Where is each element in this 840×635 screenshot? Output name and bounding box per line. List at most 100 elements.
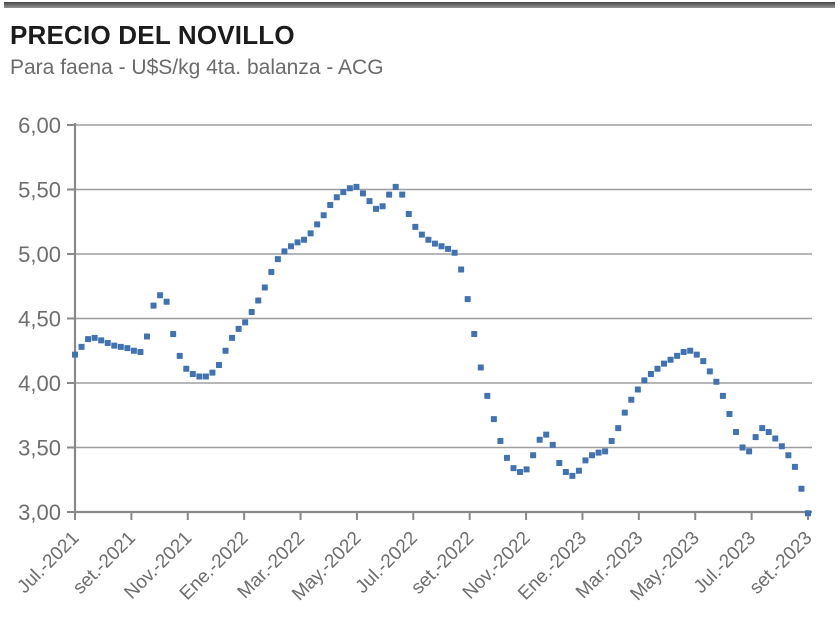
data-point-marker <box>157 292 164 299</box>
data-point-marker <box>582 457 589 464</box>
data-point-marker <box>680 349 687 356</box>
data-point-marker <box>124 345 131 352</box>
data-point-marker <box>621 409 628 416</box>
data-point-marker <box>130 347 137 354</box>
data-point-marker <box>294 239 301 246</box>
data-point-marker <box>189 370 196 377</box>
data-point-marker <box>137 349 144 356</box>
data-point-marker <box>445 245 452 252</box>
data-point-marker <box>726 410 733 417</box>
data-point-marker <box>431 240 438 247</box>
data-point-marker <box>346 185 353 192</box>
data-point-marker <box>569 472 576 479</box>
data-point-marker <box>353 183 360 190</box>
data-point-marker <box>654 365 661 372</box>
data-point-marker <box>91 334 98 341</box>
data-point-marker <box>248 309 255 316</box>
data-point-marker <box>510 465 517 472</box>
data-point-marker <box>268 269 275 276</box>
data-point-marker <box>163 298 170 305</box>
y-tick-label: 3,50 <box>18 436 61 461</box>
data-point-marker <box>196 373 203 380</box>
data-point-marker <box>438 243 445 250</box>
data-point-marker <box>301 236 308 243</box>
data-point-marker <box>451 249 458 256</box>
data-point-marker <box>235 325 242 332</box>
data-point-marker <box>575 467 582 474</box>
data-point-marker <box>274 256 281 263</box>
data-point-marker <box>340 189 347 196</box>
top-divider-bar <box>4 2 835 8</box>
data-point-marker <box>693 351 700 358</box>
data-point-marker <box>608 438 615 445</box>
data-point-marker <box>589 452 596 459</box>
data-point-marker <box>798 485 805 492</box>
data-point-marker <box>785 452 792 459</box>
data-point-marker <box>176 352 183 359</box>
data-point-marker <box>98 337 105 344</box>
data-point-marker <box>543 431 550 438</box>
data-point-marker <box>556 459 563 466</box>
data-point-marker <box>530 452 537 459</box>
data-point-marker <box>615 425 622 432</box>
data-point-marker <box>314 221 321 228</box>
data-point-marker <box>471 330 478 337</box>
data-point-marker <box>549 441 556 448</box>
data-point-marker <box>641 377 648 384</box>
data-point-marker <box>791 463 798 470</box>
data-point-marker <box>667 356 674 363</box>
chart-subtitle: Para faena - U$S/kg 4ta. balanza - ACG <box>10 56 384 79</box>
data-point-marker <box>78 343 85 350</box>
data-point-marker <box>405 211 412 218</box>
data-point-marker <box>255 297 262 304</box>
data-point-marker <box>778 443 785 450</box>
data-point-marker <box>359 190 366 197</box>
data-point-marker <box>464 296 471 303</box>
data-point-marker <box>215 361 222 368</box>
data-point-marker <box>242 319 249 326</box>
x-tick-label: set.-2023 <box>746 528 817 599</box>
data-point-marker <box>281 248 288 255</box>
data-point-marker <box>700 358 707 365</box>
data-point-marker <box>719 392 726 399</box>
data-point-marker <box>307 230 314 237</box>
data-point-marker <box>517 469 524 476</box>
data-point-marker <box>425 236 432 243</box>
data-point-marker <box>229 334 236 341</box>
y-tick-label: 6,00 <box>18 113 61 138</box>
data-point-marker <box>170 330 177 337</box>
data-point-marker <box>72 351 78 358</box>
data-point-marker <box>85 336 92 343</box>
y-tick-label: 4,00 <box>18 371 61 396</box>
y-tick-label: 5,50 <box>18 178 61 203</box>
data-point-marker <box>287 243 294 250</box>
data-point-marker <box>661 360 668 367</box>
data-point-marker <box>733 429 740 436</box>
data-point-marker <box>484 392 491 399</box>
data-point-marker <box>366 198 373 205</box>
data-point-marker <box>399 191 406 198</box>
data-point-marker <box>752 434 759 441</box>
data-point-marker <box>261 284 268 291</box>
data-series <box>72 183 811 517</box>
data-point-marker <box>497 438 504 445</box>
data-point-marker <box>713 378 720 385</box>
data-point-marker <box>746 448 753 455</box>
data-point-marker <box>562 469 569 476</box>
data-point-marker <box>333 194 340 201</box>
data-point-marker <box>222 347 229 354</box>
y-tick-label: 5,00 <box>18 242 61 267</box>
data-point-marker <box>536 436 543 443</box>
data-point-marker <box>379 203 386 210</box>
data-point-marker <box>772 435 779 442</box>
data-point-marker <box>602 448 609 455</box>
data-point-marker <box>595 449 602 456</box>
data-point-marker <box>209 369 216 376</box>
data-point-marker <box>320 212 327 219</box>
data-point-marker <box>477 364 484 371</box>
data-point-marker <box>183 365 190 372</box>
data-point-marker <box>634 386 641 393</box>
data-point-marker <box>392 183 399 190</box>
data-point-marker <box>503 454 510 461</box>
